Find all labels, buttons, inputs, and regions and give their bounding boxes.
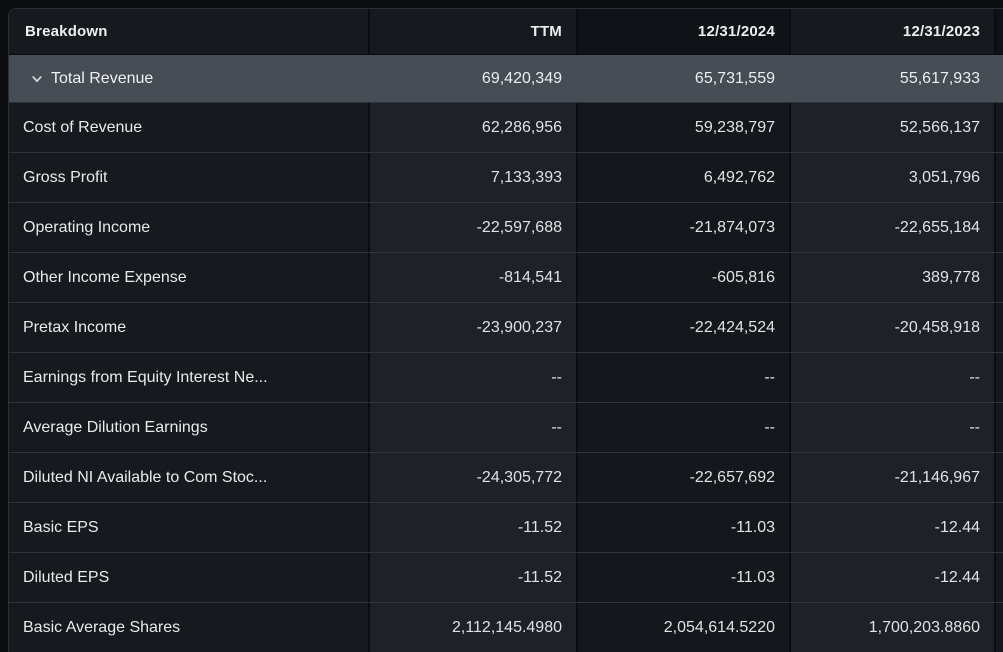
row-label-cell: Basic EPS [9, 503, 368, 552]
cell-12-31-2023-value: 1,700,203.8860 [868, 618, 980, 636]
chevron-down-icon[interactable] [30, 72, 44, 86]
row-label: Gross Profit [23, 168, 108, 186]
row-label: Cost of Revenue [23, 118, 143, 136]
cell-12-31-2023-value: -12.44 [934, 518, 980, 536]
column-header-12-31-2023: 12/31/2023 [789, 9, 994, 54]
table-body: Total Revenue 69,420,349 65,731,559 55,6… [9, 54, 1003, 652]
row-label: Basic EPS [23, 518, 99, 536]
cell-12-31-2024-value: 2,054,614.5220 [663, 618, 775, 636]
table-row[interactable]: Total Revenue 69,420,349 65,731,559 55,6… [9, 54, 1003, 102]
row-label-cell: Operating Income [9, 203, 368, 252]
row-label: Total Revenue [51, 69, 154, 87]
cell-12-31-2024-value: -21,874,073 [689, 218, 775, 236]
row-label: Other Income Expense [23, 268, 187, 286]
row-label-cell: Other Income Expense [9, 253, 368, 302]
row-label-cell: Gross Profit [9, 153, 368, 202]
cell-overflow [994, 453, 1003, 502]
cell-12-31-2024-value: -- [764, 368, 775, 386]
row-label-cell: Cost of Revenue [9, 103, 368, 152]
table-row: Basic EPS -11.52 -11.03 -12.44 [9, 502, 1003, 552]
cell-12-31-2023-value: -21,146,967 [894, 468, 980, 486]
table-row: Earnings from Equity Interest Ne... -- -… [9, 352, 1003, 402]
cell-overflow [994, 403, 1003, 452]
row-label-cell: Average Dilution Earnings [9, 403, 368, 452]
cell-ttm-value: 69,420,349 [481, 69, 562, 87]
table-row: Pretax Income -23,900,237 -22,424,524 -2… [9, 302, 1003, 352]
cell-12-31-2023-value: -12.44 [934, 568, 980, 586]
cell-ttm-value: 2,112,145.4980 [451, 618, 562, 636]
table-row: Diluted NI Available to Com Stoc... -24,… [9, 452, 1003, 502]
column-header-12-31-2024: 12/31/2024 [576, 9, 789, 54]
cell-12-31-2024-value: 65,731,559 [694, 69, 775, 87]
cell-overflow [994, 353, 1003, 402]
cell-ttm-value: -22,597,688 [476, 218, 562, 236]
row-label: Operating Income [23, 218, 151, 236]
cell-12-31-2023-value: 3,051,796 [908, 168, 980, 186]
cell-12-31-2024-value: -605,816 [711, 268, 775, 286]
column-header-ttm: TTM [368, 9, 576, 54]
cell-overflow [994, 303, 1003, 352]
cell-12-31-2023-value: 55,617,933 [899, 69, 980, 87]
cell-12-31-2024-value: -22,424,524 [689, 318, 775, 336]
cell-ttm-value: -814,541 [498, 268, 562, 286]
row-label-cell: Total Revenue [9, 55, 368, 102]
cell-ttm-value: -24,305,772 [476, 468, 562, 486]
cell-ttm-value: -11.52 [517, 518, 562, 536]
cell-12-31-2023-value: 389,778 [922, 268, 980, 286]
cell-12-31-2023-value: -22,655,184 [894, 218, 980, 236]
cell-12-31-2024-value: -11.03 [730, 568, 775, 586]
row-label: Diluted NI Available to Com Stoc... [23, 468, 268, 486]
cell-overflow [994, 503, 1003, 552]
table-row: Average Dilution Earnings -- -- -- [9, 402, 1003, 452]
cell-overflow [994, 103, 1003, 152]
row-label-cell: Diluted NI Available to Com Stoc... [9, 453, 368, 502]
cell-overflow [994, 55, 1003, 102]
column-header-breakdown: Breakdown [9, 9, 368, 54]
column-header-overflow [994, 9, 1003, 54]
table-row: Other Income Expense -814,541 -605,816 3… [9, 252, 1003, 302]
cell-12-31-2024-value: -11.03 [730, 518, 775, 536]
cell-12-31-2024-value: 6,492,762 [703, 168, 775, 186]
financials-breakdown-table: Breakdown TTM 12/31/2024 12/31/2023 Tota… [8, 8, 1003, 652]
cell-overflow [994, 553, 1003, 602]
cell-12-31-2023-value: -- [969, 418, 980, 436]
row-label-cell: Earnings from Equity Interest Ne... [9, 353, 368, 402]
row-label: Basic Average Shares [23, 618, 181, 636]
cell-ttm-value: -- [551, 368, 562, 386]
row-label: Earnings from Equity Interest Ne... [23, 368, 268, 386]
row-label-cell: Diluted EPS [9, 553, 368, 602]
row-label-cell: Basic Average Shares [9, 603, 368, 652]
table-row: Basic Average Shares 2,112,145.4980 2,05… [9, 602, 1003, 652]
cell-12-31-2023-value: -- [969, 368, 980, 386]
cell-ttm-value: 62,286,956 [481, 118, 562, 136]
cell-overflow [994, 153, 1003, 202]
cell-ttm-value: -23,900,237 [476, 318, 562, 336]
cell-12-31-2023-value: 52,566,137 [899, 118, 980, 136]
table-row: Operating Income -22,597,688 -21,874,073… [9, 202, 1003, 252]
cell-overflow [994, 203, 1003, 252]
cell-12-31-2024-value: -22,657,692 [689, 468, 775, 486]
cell-ttm-value: -- [551, 418, 562, 436]
cell-12-31-2024-value: 59,238,797 [694, 118, 775, 136]
cell-ttm-value: 7,133,393 [490, 168, 562, 186]
table-row: Cost of Revenue 62,286,956 59,238,797 52… [9, 102, 1003, 152]
cell-12-31-2023-value: -20,458,918 [894, 318, 980, 336]
row-label: Average Dilution Earnings [23, 418, 208, 436]
cell-ttm-value: -11.52 [517, 568, 562, 586]
table-row: Gross Profit 7,133,393 6,492,762 3,051,7… [9, 152, 1003, 202]
cell-overflow [994, 253, 1003, 302]
cell-overflow [994, 603, 1003, 652]
row-label-cell: Pretax Income [9, 303, 368, 352]
row-label: Pretax Income [23, 318, 127, 336]
table-header-row: Breakdown TTM 12/31/2024 12/31/2023 [9, 9, 1003, 54]
table-row: Diluted EPS -11.52 -11.03 -12.44 [9, 552, 1003, 602]
cell-12-31-2024-value: -- [764, 418, 775, 436]
row-label: Diluted EPS [23, 568, 110, 586]
